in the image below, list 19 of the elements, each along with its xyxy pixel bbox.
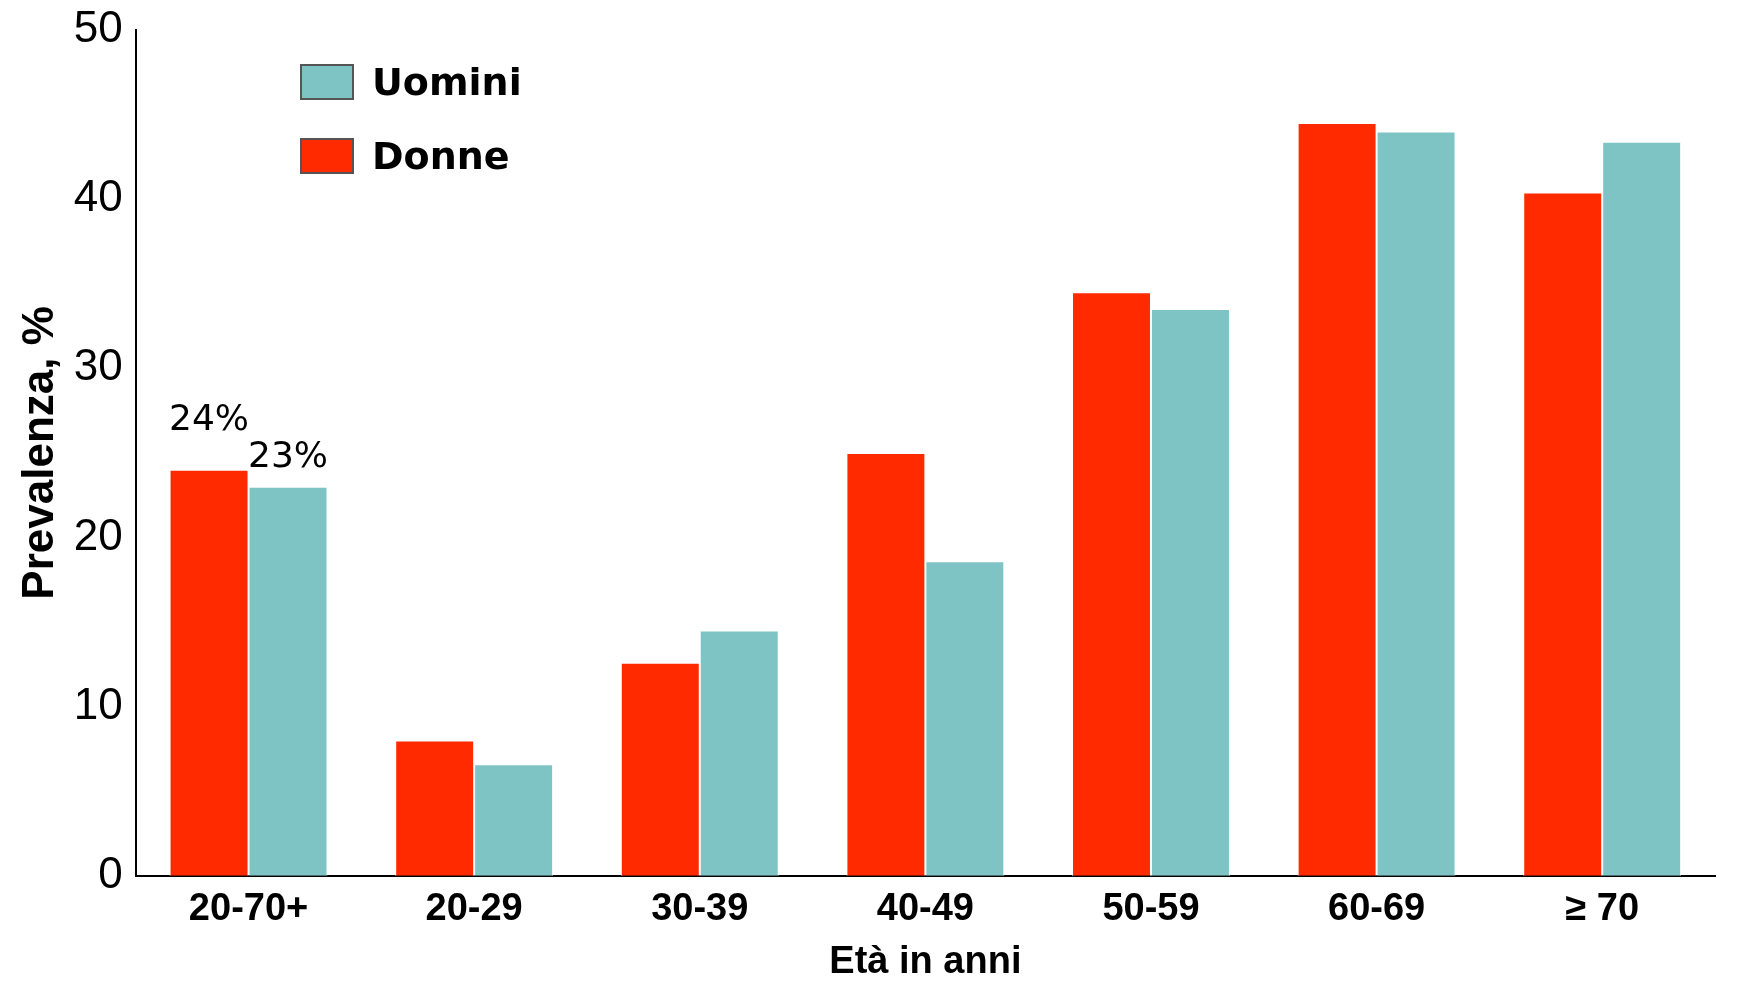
- x-tick-label: ≥ 70: [1565, 886, 1640, 929]
- data-label: 23%: [248, 433, 329, 475]
- y-tick-label: 40: [73, 171, 123, 221]
- legend-label: Donne: [372, 134, 510, 178]
- x-tick-label: 20-29: [425, 886, 523, 929]
- y-tick-label: 10: [73, 678, 123, 728]
- y-axis-title: Prevalenza, %: [12, 306, 62, 600]
- data-label: 24%: [169, 396, 250, 438]
- y-tick-label: 0: [98, 847, 123, 897]
- x-tick-label: 20-70+: [188, 886, 309, 929]
- x-tick-label: 40-49: [876, 886, 974, 929]
- legend-label: Uomini: [372, 60, 522, 104]
- y-tick-label: 30: [73, 340, 123, 390]
- x-tick-label: 60-69: [1327, 886, 1426, 929]
- x-tick-label: 50-59: [1102, 886, 1200, 929]
- y-tick-label: 50: [73, 2, 123, 52]
- y-tick-label: 20: [73, 509, 123, 559]
- x-tick-label: 30-39: [651, 886, 749, 929]
- x-axis-title: Età in anni: [829, 938, 1022, 981]
